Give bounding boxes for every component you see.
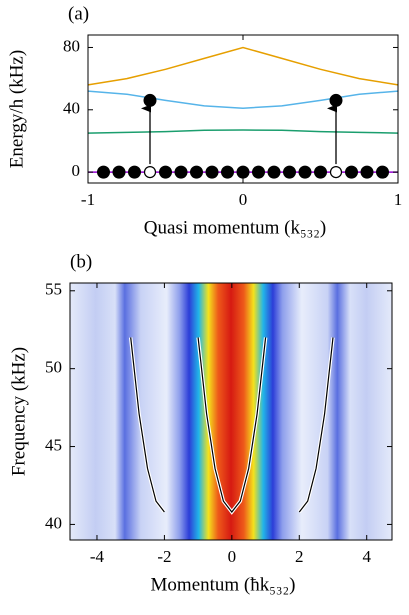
x-axis-label: Momentum (ħk₅₃₂) <box>151 574 296 595</box>
atom-point <box>345 165 358 179</box>
atom-point <box>360 165 374 179</box>
band-line <box>87 90 399 109</box>
x-tick-label: 1 <box>394 190 403 209</box>
y-tick-label: 0 <box>72 161 81 180</box>
x-tick-label: 2 <box>295 547 304 566</box>
plot-frame <box>69 282 393 541</box>
x-tick-label: -2 <box>157 547 171 566</box>
atom-point <box>97 165 110 179</box>
x-tick-label: -1 <box>81 190 95 209</box>
x-tick-label: 4 <box>362 547 371 566</box>
y-tick-label: 40 <box>45 513 62 532</box>
x-tick-label: 0 <box>228 547 237 566</box>
panel-label: (a) <box>68 3 89 24</box>
heatmap-image <box>70 283 392 540</box>
y-tick-label: 45 <box>45 435 62 454</box>
atom-point <box>221 165 234 179</box>
atom-point <box>329 93 343 107</box>
band-line <box>87 129 399 134</box>
atom-point <box>314 165 327 179</box>
atom-point <box>143 93 157 107</box>
dispersion-curve <box>197 337 267 513</box>
panel-label: (b) <box>70 251 92 272</box>
atom-point <box>190 165 203 179</box>
x-tick-label: -4 <box>90 547 105 566</box>
hole-point <box>143 165 157 179</box>
y-axis-label: Frequency (kHz) <box>8 347 29 476</box>
atom-point <box>205 165 219 179</box>
atom-point <box>283 165 296 179</box>
dispersion-curve <box>298 337 334 513</box>
atom-point <box>174 165 188 179</box>
band-line <box>87 46 399 86</box>
x-tick-label: 0 <box>239 190 248 209</box>
y-tick-label: 50 <box>45 358 62 377</box>
atom-point <box>128 165 141 179</box>
y-tick-label: 80 <box>63 36 80 55</box>
plot-frame <box>87 34 399 184</box>
dispersion-curve <box>130 337 165 513</box>
atom-point <box>112 165 126 179</box>
y-tick-label: 55 <box>45 280 62 299</box>
atom-point <box>236 165 250 179</box>
atom-point <box>252 165 265 179</box>
x-axis-label: Quasi momentum (k₅₃₂) <box>144 217 326 238</box>
atom-point <box>376 165 389 179</box>
y-tick-label: 40 <box>63 99 80 118</box>
hole-point <box>329 165 343 179</box>
y-axis-label: Energy/h (kHz) <box>6 50 27 168</box>
atom-point <box>159 165 172 179</box>
atom-point <box>298 165 312 179</box>
atom-point <box>267 165 281 179</box>
